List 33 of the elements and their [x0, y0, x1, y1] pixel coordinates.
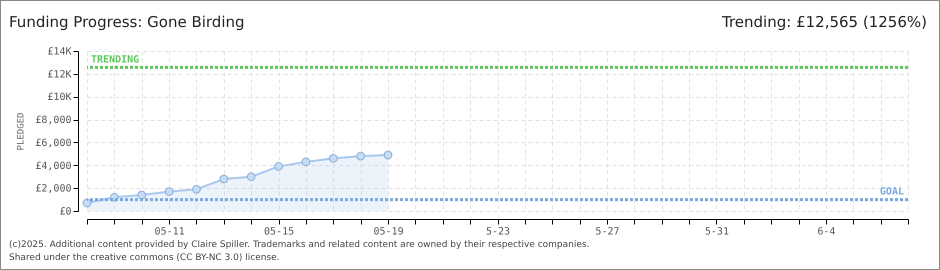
y-tick-label: £4,000 [35, 160, 72, 172]
ref-line-label: GOAL [880, 186, 904, 198]
x-tick-label: 6-4 [817, 226, 836, 238]
point [302, 157, 310, 166]
point [219, 174, 228, 184]
point [328, 154, 338, 163]
point [246, 172, 256, 182]
point [137, 190, 146, 200]
x-tick-label: 05-19 [373, 226, 404, 238]
y-tick-label: £2,000 [35, 184, 72, 195]
point [192, 184, 201, 194]
y-tick-label: £12K [47, 69, 72, 80]
point [356, 152, 366, 161]
point [384, 150, 392, 160]
y-axis-title: PLEDGED [16, 112, 26, 150]
x-tick-label: 05-11 [154, 226, 185, 238]
x-tick-label: 5-31 [704, 226, 729, 238]
y-tick-label: £6,000 [35, 138, 72, 149]
text: Trending: £12,565 (1256%) [722, 13, 927, 31]
y-tick-label: £0 [59, 206, 72, 218]
point [274, 162, 283, 171]
ref-line-label: TRENDING [91, 54, 140, 66]
chart-title: Funding Progress: Gone Birding [9, 13, 245, 31]
x-tick-label: 05-15 [264, 226, 294, 238]
y-tick-label: £8,000 [35, 115, 72, 126]
y-tick-label: £14K [47, 46, 72, 58]
text: (c)2025. Additional content provided by Claire Spiller. Trademarks and related content are owned by their respective companies. [9, 240, 590, 250]
point [82, 198, 92, 208]
x-tick-label: 5-27 [595, 226, 620, 238]
text: Shared under the creative commons (CC BY-NC 3.0) license. [9, 253, 280, 263]
x-tick-label: 5-23 [486, 226, 510, 238]
y-tick-label: £10K [47, 92, 72, 104]
point [164, 187, 174, 196]
